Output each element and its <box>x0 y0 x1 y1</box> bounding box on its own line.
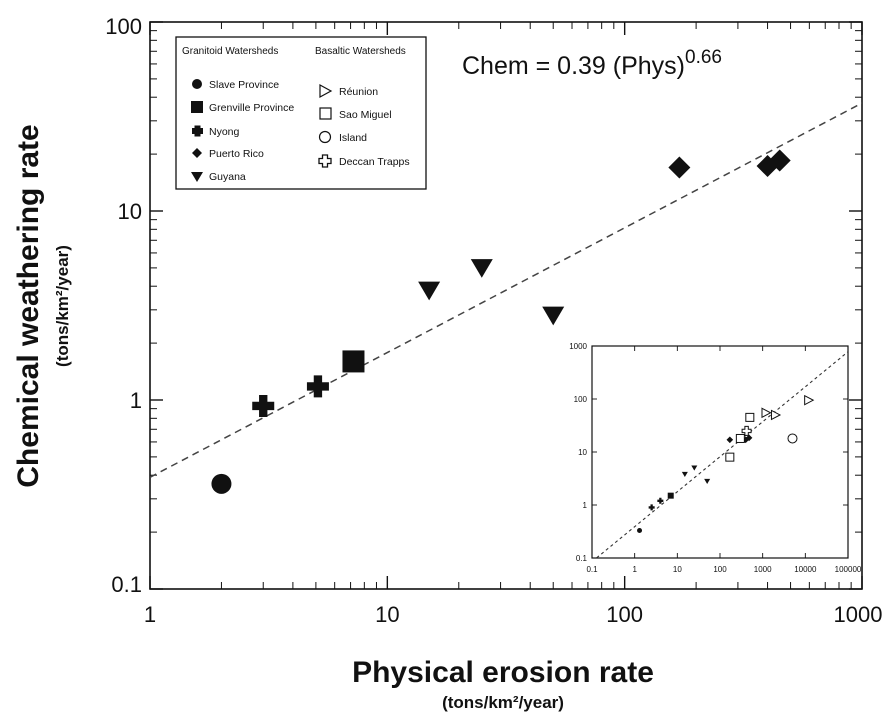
legend-label: Slave Province <box>209 79 279 91</box>
fit-equation-exponent: 0.66 <box>685 47 722 68</box>
data-point-guyana <box>542 306 565 326</box>
inset-x-tick-label: 100 <box>713 565 727 574</box>
legend: Granitoid Watersheds Basaltic Watersheds… <box>175 36 427 190</box>
legend-marker-cross-open <box>318 154 332 168</box>
inset-x-tick-label: 100000 <box>835 565 862 574</box>
legend-marker-circle-open <box>318 130 332 144</box>
inset-data-point-guyana <box>691 465 698 471</box>
inset-data-point-deccan-trapps <box>741 425 752 436</box>
legend-marker-square-open <box>319 107 332 120</box>
inset-y-tick-label: 1000 <box>569 342 587 351</box>
legend-item-slave-province: Slave Province <box>192 79 279 91</box>
y-tick-label: 1 <box>130 388 142 413</box>
inset-plot: 0.1 1 10 100 1000 10000 100000 0.1 1 10 100 1000 <box>569 342 862 574</box>
legend-label: Grenville Province <box>209 102 294 114</box>
legend-label: Sao Miguel <box>339 109 392 121</box>
inset-data-point-guyana <box>704 478 711 485</box>
data-point-guyana <box>470 259 493 278</box>
inset-x-tick-label: 1000 <box>754 565 772 574</box>
y-tick-label: 0.1 <box>111 572 142 597</box>
x-tick-label: 1 <box>144 602 156 627</box>
fit-equation-text: Chem = 0.39 (Phys) <box>462 52 685 80</box>
x-axis-label: Physical erosion rate <box>352 656 654 689</box>
data-point-puerto-rico <box>668 156 691 179</box>
inset-x-tick-label: 0.1 <box>586 565 598 574</box>
legend-box <box>175 36 427 190</box>
legend-marker-triangle-right-open <box>319 83 333 99</box>
fit-line <box>150 102 862 478</box>
y-tick-label: 10 <box>118 199 142 224</box>
data-point-guyana <box>418 281 441 301</box>
inset-data-point-reunion <box>770 409 782 421</box>
inset-data-point-reunion <box>804 394 815 406</box>
legend-label: Guyana <box>209 171 246 183</box>
inset-data-point-puerto-rico <box>726 436 734 444</box>
data-point-nyong <box>306 375 329 398</box>
x-tick-label: 10 <box>375 602 399 627</box>
legend-item-reunion: Réunion <box>319 83 378 99</box>
inset-x-tick-label: 1 <box>632 565 637 574</box>
inset-y-tick-label: 1 <box>583 501 588 510</box>
legend-title-basaltic: Basaltic Watersheds <box>315 46 406 57</box>
data-point-nyong <box>252 394 275 417</box>
y-axis-label: Chemical weathering rate <box>12 124 45 487</box>
inset-data-point-sao-miguel <box>735 433 745 443</box>
legend-item-puerto-rico: Puerto Rico <box>192 148 264 160</box>
data-point-slave-province <box>211 473 232 494</box>
inset-data-point-grenville-province <box>667 492 674 499</box>
inset-y-tick-label: 10 <box>578 448 587 457</box>
y-axis-units: (tons/km²/year) <box>53 245 72 367</box>
legend-marker-diamond <box>192 148 202 158</box>
inset-y-tick-label: 0.1 <box>576 554 588 563</box>
legend-item-nyong: Nyong <box>192 125 240 138</box>
legend-item-deccan-trapps: Deccan Trapps <box>318 154 410 168</box>
inset-data-point-reunion <box>761 407 772 419</box>
legend-marker-square <box>191 101 203 113</box>
data-point-puerto-rico <box>768 149 791 172</box>
inset-data-point-nyong <box>648 504 655 511</box>
legend-item-sao-miguel: Sao Miguel <box>319 107 392 121</box>
plot-frame <box>149 21 863 590</box>
x-axis-title: Physical erosion rate (tons/km²/year) <box>352 656 654 712</box>
x-axis-units: (tons/km²/year) <box>442 693 564 712</box>
legend-label: Deccan Trapps <box>339 156 410 168</box>
inset-y-tick-label: 100 <box>574 395 588 404</box>
legend-marker-cross <box>192 125 203 137</box>
legend-label: Nyong <box>209 126 240 138</box>
legend-label: Puerto Rico <box>209 148 264 160</box>
fit-equation: Chem = 0.39 (Phys)0.66 <box>462 47 722 80</box>
legend-marker-circle <box>192 79 202 89</box>
inset-frame <box>591 345 849 559</box>
inset-data-point-guyana <box>681 471 688 477</box>
legend-marker-triangle-down <box>191 172 203 182</box>
legend-item-island: Island <box>318 130 367 144</box>
inset-data-point-sao-miguel <box>725 452 735 462</box>
inset-data-point-puerto-rico <box>745 434 753 442</box>
legend-title-granitoid: Granitoid Watersheds <box>182 46 278 57</box>
inset-data-point-nyong <box>657 497 664 504</box>
x-tick-label: 100 <box>606 602 643 627</box>
legend-item-grenville-province: Grenville Province <box>191 101 294 114</box>
inset-fit-line <box>595 351 848 558</box>
legend-label: Island <box>339 132 367 144</box>
y-tick-label: 100 <box>105 14 142 39</box>
legend-label: Réunion <box>339 86 378 98</box>
inset-data-point-island <box>787 433 798 444</box>
legend-item-guyana: Guyana <box>191 171 246 183</box>
x-tick-label: 1000 <box>834 602 883 627</box>
inset-data-point-sao-miguel <box>745 412 755 422</box>
y-axis-title: Chemical weathering rate (tons/km²/year) <box>12 124 72 487</box>
inset-x-tick-label: 10000 <box>794 565 817 574</box>
data-point-grenville-province <box>342 350 365 373</box>
inset-x-tick-label: 10 <box>673 565 682 574</box>
inset-data-point-slave-province <box>637 528 643 534</box>
